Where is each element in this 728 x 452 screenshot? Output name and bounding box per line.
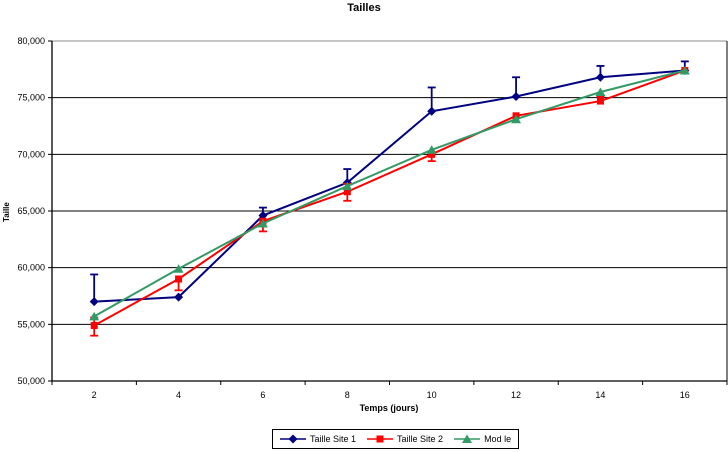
legend-item-mod-le: Mod le	[454, 434, 511, 444]
svg-text:80,000: 80,000	[17, 36, 45, 46]
legend-label: Taille Site 2	[397, 434, 444, 444]
x-tick-labels: 2 4 6 8 10 12 14 16	[92, 390, 690, 400]
axes	[48, 40, 728, 385]
legend-item-taille-site-2: Taille Site 2	[367, 434, 443, 444]
legend-marker-square-icon	[367, 435, 394, 443]
chart-title: Tailles	[347, 2, 381, 14]
svg-text:4: 4	[176, 390, 181, 400]
svg-text:16: 16	[680, 390, 690, 400]
legend-label: Taille Site 1	[310, 434, 357, 444]
series-mod-le	[89, 65, 690, 321]
y-tick-labels: 50,000 55,000 60,000 65,000 70,000 75,000 80,0…	[17, 36, 45, 386]
legend-label: Mod le	[484, 434, 512, 444]
legend-marker-diamond-icon	[280, 434, 306, 444]
y-axis-title: Taille	[2, 202, 11, 222]
svg-text:55,000: 55,000	[17, 319, 45, 329]
svg-text:12: 12	[511, 390, 521, 400]
legend: Taille Site 1 Taille Site 2 Mod le	[272, 429, 520, 449]
svg-text:10: 10	[427, 390, 437, 400]
svg-text:70,000: 70,000	[17, 149, 45, 159]
gridlines	[52, 40, 727, 325]
svg-text:65,000: 65,000	[17, 206, 45, 216]
svg-text:75,000: 75,000	[17, 93, 45, 103]
svg-text:8: 8	[345, 390, 350, 400]
legend-item-taille-site-1: Taille Site 1	[280, 434, 356, 444]
svg-text:60,000: 60,000	[17, 263, 45, 273]
svg-text:14: 14	[595, 390, 605, 400]
x-axis-title: Temps (jours)	[359, 403, 419, 413]
svg-text:2: 2	[92, 390, 97, 400]
legend-marker-triangle-icon	[454, 434, 481, 443]
svg-text:6: 6	[260, 390, 265, 400]
svg-text:50,000: 50,000	[17, 376, 45, 386]
